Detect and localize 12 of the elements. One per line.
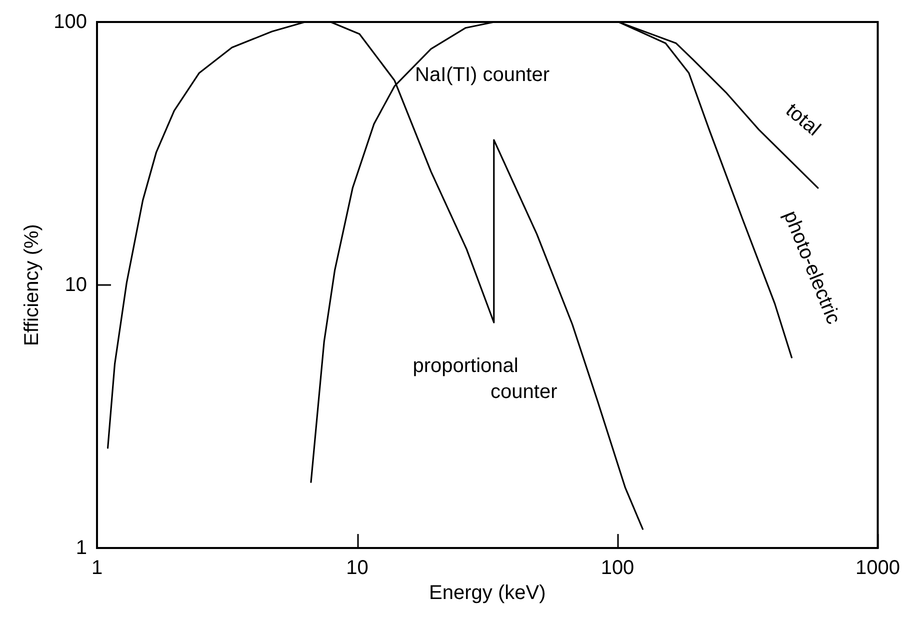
x-tick-label: 100 (600, 557, 634, 579)
y-tick-label: 1 (76, 537, 87, 559)
y-tick-label: 100 (54, 11, 87, 33)
y-axis-title: Efficiency (%) (21, 224, 43, 346)
x-tick-label: 1000 (856, 557, 900, 579)
y-tick-label: 10 (64, 274, 87, 296)
annotation: NaI(TI) counter (415, 64, 550, 86)
series-label: proportional counter (412, 355, 558, 404)
text: total (781, 99, 824, 140)
x-tick-label: 1 (91, 557, 103, 579)
x-tick-label: 10 (346, 557, 368, 579)
x-axis-title: Energy (keV) (429, 582, 546, 604)
